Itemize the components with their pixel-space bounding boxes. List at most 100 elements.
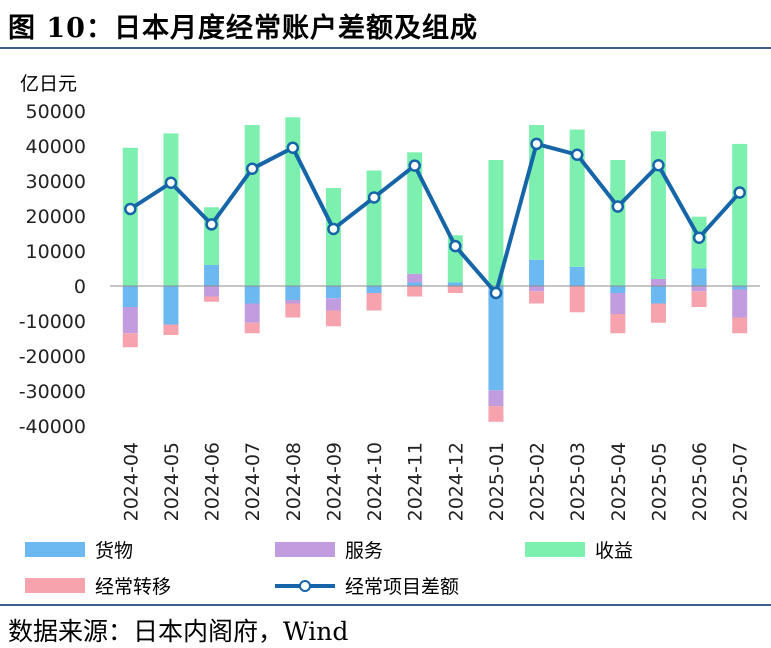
bar-goods: [325, 286, 341, 299]
bar-services: [529, 286, 545, 292]
bar-services: [407, 273, 423, 283]
y-tick-label: 20000: [26, 206, 86, 228]
x-tick-label: 2024-07: [242, 442, 264, 521]
legend-label-income: 收益: [595, 540, 634, 562]
legend-label-current-account: 经常项目差额: [345, 576, 460, 598]
point-current-account: [611, 200, 625, 213]
bar-goods: [163, 286, 179, 325]
y-tick-label: 30000: [26, 171, 86, 193]
bar-income: [488, 160, 504, 286]
bar-goods: [488, 286, 504, 391]
legend-item-income: 收益: [525, 536, 633, 563]
bar-goods: [650, 286, 666, 304]
point-current-account: [286, 141, 300, 154]
bar-transfers: [569, 286, 585, 313]
bar-transfers: [650, 303, 666, 323]
bar-transfers: [488, 406, 504, 422]
y-tick-label: -40000: [19, 416, 86, 438]
bar-services: [244, 303, 260, 323]
legend-item-services: 服务: [275, 536, 383, 563]
bar-income: [122, 147, 138, 286]
x-tick-label: 2024-04: [120, 442, 142, 521]
figure-title: 图 10：日本月度经常账户差额及组成: [8, 13, 478, 44]
point-current-account: [489, 286, 503, 300]
bar-goods: [244, 286, 260, 304]
line-current-account: [129, 141, 742, 295]
x-tick-label: 2025-04: [608, 442, 630, 521]
bar-services: [610, 293, 626, 314]
bar-services: [488, 390, 504, 407]
legend-swatch-goods: [25, 542, 85, 557]
bar-transfers: [122, 333, 138, 348]
bar-transfers: [732, 317, 748, 334]
bar-transfers: [325, 310, 341, 327]
x-tick-label: 2025-07: [730, 442, 752, 521]
legend-swatch-income: [525, 542, 585, 557]
bar-income: [650, 131, 666, 279]
legend-swatch-current-account: [275, 578, 335, 593]
bar-goods: [285, 286, 301, 300]
bar-services: [204, 286, 220, 297]
bar-transfers: [529, 291, 545, 304]
legend-item-goods: 货物: [25, 536, 133, 563]
point-current-account: [408, 159, 421, 172]
bar-goods: [610, 286, 626, 293]
bar-goods: [122, 286, 138, 307]
x-tick-label: 2025-02: [527, 442, 549, 521]
x-tick-label: 2024-09: [323, 442, 345, 521]
y-tick-label: -30000: [19, 381, 86, 403]
bar-services: [325, 298, 341, 311]
point-current-account: [327, 222, 340, 236]
x-tick-label: 2025-01: [486, 442, 508, 521]
x-tick-label: 2024-06: [202, 442, 224, 521]
x-tick-label: 2024-12: [445, 442, 467, 521]
bar-transfers: [285, 303, 301, 318]
bar-transfers: [163, 324, 179, 335]
source-note: 数据来源：日本内阁府，Wind: [8, 617, 349, 646]
legend-swatch-services: [275, 542, 335, 557]
point-current-account: [570, 148, 584, 161]
bar-services: [650, 279, 666, 286]
legend-label-goods: 货物: [95, 540, 134, 562]
point-current-account: [449, 239, 462, 253]
legend-swatch-transfers: [25, 578, 85, 593]
x-tick-label: 2024-11: [405, 442, 427, 521]
bar-goods: [732, 286, 748, 290]
y-tick-label: 50000: [26, 101, 86, 123]
bar-transfers: [407, 286, 423, 297]
bar-goods: [204, 265, 220, 286]
bar-income: [325, 188, 341, 286]
x-tick-label: 2025-06: [689, 442, 711, 521]
y-tick-label: 10000: [26, 241, 86, 263]
point-current-account: [245, 162, 259, 175]
bar-services: [691, 286, 707, 292]
legend-item-transfers: 经常转移: [25, 572, 171, 599]
bar-goods: [569, 266, 585, 286]
bar-income: [732, 143, 748, 286]
point-current-account: [164, 176, 178, 189]
bar-goods: [407, 282, 423, 286]
bar-goods: [447, 282, 463, 286]
legend-label-transfers: 经常转移: [95, 576, 172, 598]
bar-transfers: [610, 314, 626, 334]
bottom-rule: [0, 604, 771, 606]
y-tick-label: -10000: [19, 311, 86, 333]
point-current-account: [367, 191, 381, 204]
point-current-account: [692, 231, 706, 244]
bar-goods: [529, 259, 545, 286]
bar-goods: [366, 286, 382, 293]
bar-income: [569, 129, 585, 267]
y-unit-label: 亿日元: [20, 73, 77, 95]
point-current-account: [530, 137, 543, 151]
bar-transfers: [244, 322, 260, 334]
y-tick-label: -20000: [19, 346, 86, 368]
bar-transfers: [366, 293, 382, 311]
bar-services: [122, 307, 138, 334]
bar-services: [732, 289, 748, 318]
chart: 亿日元 -40000 -30000 -20000 -10000 0 10000 20000 3…: [19, 73, 760, 521]
bar-income: [610, 160, 626, 286]
bar-services: [285, 300, 301, 304]
point-current-account: [733, 186, 746, 199]
bar-transfers: [691, 291, 707, 307]
point-current-account: [205, 218, 218, 231]
